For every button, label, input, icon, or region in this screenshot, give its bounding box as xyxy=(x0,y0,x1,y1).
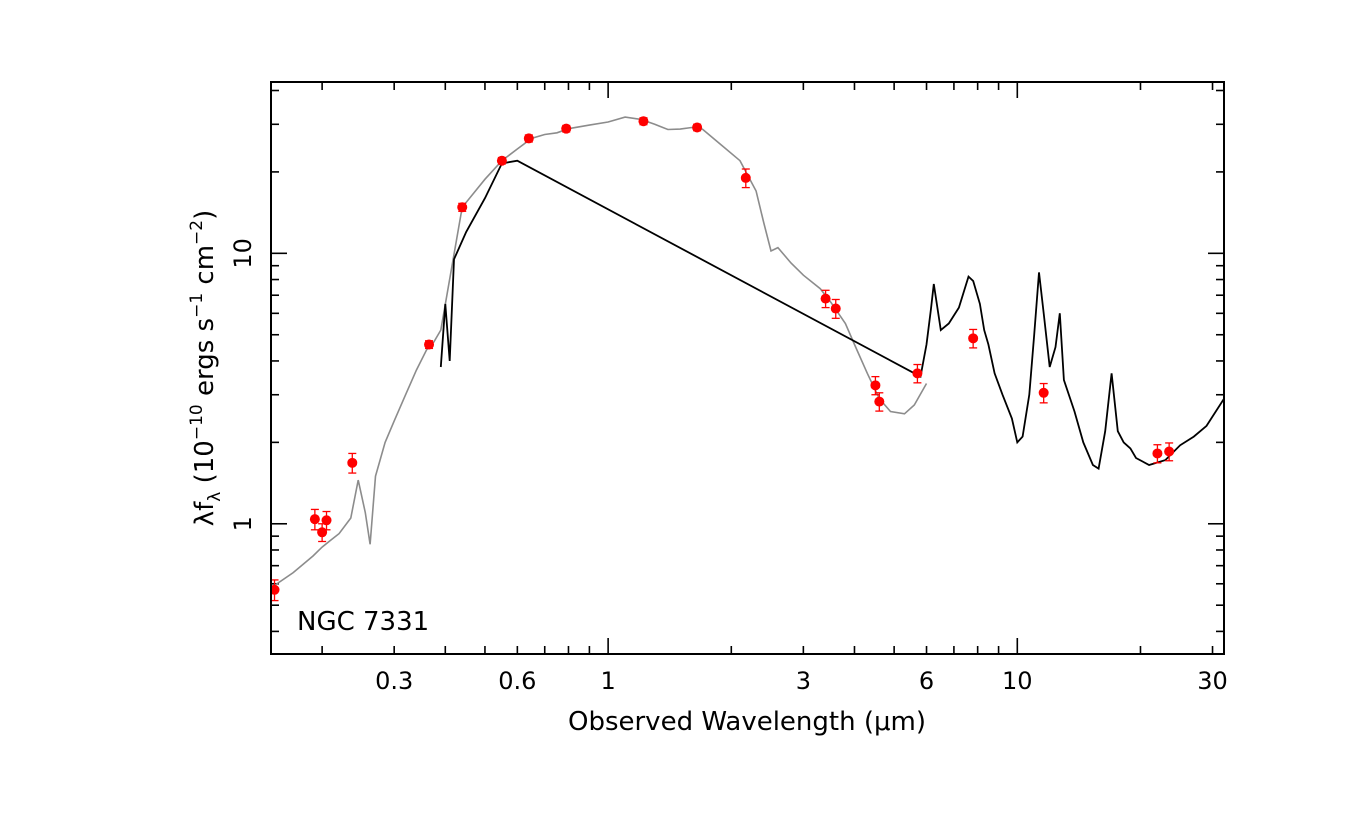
x-tick-label: 30 xyxy=(1197,667,1228,695)
y-tick-label: 10 xyxy=(229,238,257,269)
photometry-point xyxy=(347,452,358,474)
data-marker xyxy=(740,172,751,183)
plot-frame xyxy=(270,81,1225,655)
photometry-point xyxy=(692,122,703,133)
y-label-exp2: −1 xyxy=(187,293,207,318)
y-axis-title: λfλ (10−10 ergs s−1 cm−2) xyxy=(187,210,225,527)
axis-ticks xyxy=(271,82,1224,654)
y-label-subscript: λ xyxy=(205,492,225,502)
photometry-point xyxy=(638,116,649,127)
photometry-point xyxy=(523,133,534,144)
photometry-point xyxy=(1038,382,1049,404)
data-marker xyxy=(457,202,468,213)
template-spectrum-line xyxy=(271,116,928,589)
photometry-points xyxy=(271,116,1175,602)
data-marker xyxy=(561,123,572,134)
x-tick-label: 1 xyxy=(600,667,615,695)
photometry-point xyxy=(830,298,841,319)
data-marker xyxy=(638,116,649,127)
data-marker xyxy=(912,368,923,379)
data-marker xyxy=(1038,387,1049,398)
data-marker xyxy=(424,339,435,350)
y-label-exp1: −10 xyxy=(187,404,207,440)
photometry-point xyxy=(740,168,751,189)
data-marker xyxy=(874,396,885,407)
y-label-exp3: −2 xyxy=(187,220,207,245)
photometry-point xyxy=(820,289,831,309)
y-tick-label: 1 xyxy=(229,516,257,531)
photometry-point xyxy=(496,155,507,166)
data-marker xyxy=(309,514,320,525)
x-axis-title: Observed Wavelength (μm) xyxy=(568,707,926,737)
data-marker xyxy=(870,380,881,391)
y-label-mid2: cm xyxy=(190,245,220,293)
photometry-point xyxy=(457,202,468,213)
x-tick-label: 6 xyxy=(919,667,934,695)
x-tick-labels: 0.3 0.6 1 3 6 10 30 xyxy=(375,667,1228,695)
galaxy-name-label: NGC 7331 xyxy=(297,607,429,637)
photometry-point xyxy=(968,328,979,349)
data-marker xyxy=(820,293,831,304)
data-marker xyxy=(271,584,280,595)
photometry-point xyxy=(424,339,435,350)
y-label-close: ) xyxy=(190,210,220,220)
data-marker xyxy=(1152,448,1163,459)
y-label-mid: ergs s xyxy=(190,318,220,404)
data-marker xyxy=(347,457,358,468)
photometry-point xyxy=(1152,444,1163,464)
photometry-point xyxy=(870,375,881,396)
y-label-lambda: λf xyxy=(190,501,220,526)
photometry-point xyxy=(309,508,320,531)
data-marker xyxy=(830,303,841,314)
data-marker xyxy=(1164,446,1175,457)
photometry-point xyxy=(1164,442,1175,462)
data-marker xyxy=(496,155,507,166)
photometry-point xyxy=(912,363,923,384)
x-tick-label: 0.6 xyxy=(498,667,536,695)
photometry-point xyxy=(321,510,332,531)
data-marker xyxy=(321,515,332,526)
data-marker xyxy=(317,527,328,538)
photometry-point xyxy=(561,123,572,134)
photometry-point xyxy=(874,392,885,412)
x-tick-label: 0.3 xyxy=(375,667,413,695)
data-marker xyxy=(523,133,534,144)
x-tick-label: 10 xyxy=(1002,667,1033,695)
data-marker xyxy=(968,333,979,344)
y-tick-labels: 1 10 xyxy=(229,238,257,531)
y-label-open: (10 xyxy=(190,440,220,492)
x-tick-label: 3 xyxy=(796,667,811,695)
data-marker xyxy=(692,122,703,133)
